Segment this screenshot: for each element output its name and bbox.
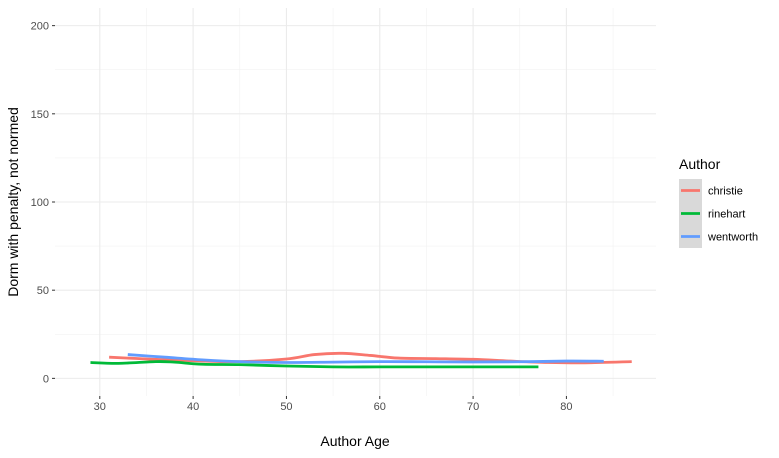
- x-tick-label: 70: [467, 401, 479, 413]
- x-axis-title: Author Age: [320, 433, 389, 449]
- y-tick-label: 0: [43, 373, 49, 385]
- x-tick-label: 60: [374, 401, 386, 413]
- x-tick-label: 40: [187, 401, 199, 413]
- legend-label-rinehart: rinehart: [708, 209, 745, 221]
- y-tick-label: 100: [31, 197, 49, 209]
- y-tick-label: 150: [31, 109, 49, 121]
- grid-major: [55, 8, 656, 396]
- series-line-rinehart: [90, 360, 539, 369]
- x-tick-label: 30: [94, 401, 106, 413]
- y-tick-label: 200: [31, 21, 49, 33]
- axis-ticks: 30 40 50 60 70 80 0 50 100 150 200: [31, 21, 573, 413]
- legend-label-wentworth: wentworth: [707, 232, 758, 244]
- x-tick-label: 50: [280, 401, 292, 413]
- y-tick-label: 50: [37, 285, 49, 297]
- legend-label-christie: christie: [708, 186, 743, 198]
- x-tick-label: 80: [560, 401, 572, 413]
- series-layer: [90, 351, 632, 369]
- legend: Author christie rinehart wentworth: [679, 156, 758, 248]
- y-axis-title: Dorm with penalty, not normed: [5, 107, 21, 297]
- series-line-wentworth: [127, 353, 604, 364]
- legend-title: Author: [679, 156, 721, 172]
